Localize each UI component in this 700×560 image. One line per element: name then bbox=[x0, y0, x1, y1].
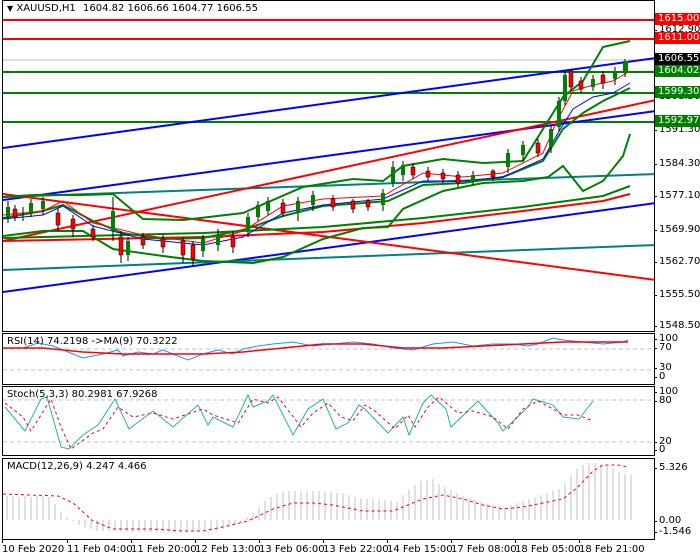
price-tick: 1555.50 bbox=[653, 289, 700, 300]
rsi-tick: 30 bbox=[654, 362, 672, 373]
stoch-plot bbox=[3, 393, 654, 450]
level-label-1604: 1604.02 bbox=[655, 65, 700, 77]
time-tick: 11 Feb 20:00 bbox=[131, 539, 197, 555]
time-tick: 18 Feb 21:00 bbox=[579, 539, 645, 555]
rsi-tick: 100 bbox=[653, 333, 678, 344]
macd-plot bbox=[3, 463, 632, 533]
stoch-pane[interactable]: Stoch(5,3,3) 80.2981 67.9268 bbox=[2, 386, 655, 456]
stoch-tick: 0 bbox=[653, 444, 665, 455]
price-tick: 1562.70 bbox=[653, 256, 700, 267]
time-tick: 13 Feb 06:00 bbox=[259, 539, 325, 555]
macd-pane[interactable]: MACD(12,26,9) 4.247 4.466 bbox=[2, 458, 655, 540]
level-label-1611: 1611.00 bbox=[655, 32, 700, 44]
price-axis: 1612.90 1598.50 1591.30 1584.30 1577.10 … bbox=[653, 0, 700, 332]
rsi-title: RSI(14) 74.2198 ->MA(9) 70.3222 bbox=[7, 336, 178, 347]
rsi-tick: 0 bbox=[653, 371, 665, 382]
price-tick: 1612.90 bbox=[653, 24, 700, 35]
triangle-down-icon[interactable]: ▼ bbox=[7, 4, 14, 13]
stoch-tick: 20 bbox=[654, 436, 672, 447]
time-tick: 11 Feb 04:00 bbox=[67, 539, 133, 555]
price-tick: 1569.90 bbox=[653, 224, 700, 235]
symbol-label: XAUUSD,H1 bbox=[16, 3, 76, 14]
stoch-tick: 100 bbox=[653, 386, 678, 397]
candles bbox=[6, 59, 628, 266]
time-tick: 18 Feb 05:00 bbox=[515, 539, 581, 555]
macd-signal-line bbox=[3, 464, 629, 532]
rsi-axis: 100 70 30 0 bbox=[653, 333, 700, 385]
price-tick: 1548.50 bbox=[653, 320, 700, 331]
price-tick: 1591.30 bbox=[653, 124, 700, 135]
rsi-tick: 70 bbox=[654, 342, 672, 353]
stoch-tick: 80 bbox=[654, 395, 672, 406]
level-label-1592: 1592.97 bbox=[655, 115, 700, 127]
rsi-pane[interactable]: RSI(14) 74.2198 ->MA(9) 70.3222 bbox=[2, 333, 655, 385]
level-label-1615: 1615.00 bbox=[655, 13, 700, 25]
time-tick: 14 Feb 15:00 bbox=[387, 539, 453, 555]
stoch-title: Stoch(5,3,3) 80.2981 67.9268 bbox=[7, 389, 158, 400]
time-tick: 13 Feb 22:00 bbox=[323, 539, 389, 555]
level-label-1599: 1599.30 bbox=[655, 86, 700, 98]
macd-axis: 5.326 0.00 -1.546 bbox=[653, 458, 700, 540]
macd-histogram bbox=[6, 463, 632, 533]
ohlc-label: 1604.82 1606.66 1604.77 1606.55 bbox=[82, 3, 258, 14]
price-tick: 1584.30 bbox=[653, 158, 700, 169]
price-tick: 1577.10 bbox=[653, 190, 700, 201]
time-tick: 10 Feb 2020 bbox=[2, 539, 65, 555]
macd-tick: 5.326 bbox=[654, 462, 688, 473]
time-tick: 17 Feb 08:00 bbox=[451, 539, 517, 555]
main-chart-pane[interactable]: ▼ XAUUSD,H1 1604.82 1606.66 1604.77 1606… bbox=[2, 0, 655, 332]
price-plot bbox=[3, 19, 654, 293]
chart-title: ▼ XAUUSD,H1 1604.82 1606.66 1604.77 1606… bbox=[7, 3, 258, 14]
macd-tick: -1.546 bbox=[653, 526, 691, 537]
macd-tick: 0.00 bbox=[653, 515, 681, 526]
rsi-plot bbox=[3, 337, 654, 371]
macd-title: MACD(12,26,9) 4.247 4.466 bbox=[7, 461, 147, 472]
current-price-label: 1606.55 bbox=[655, 53, 700, 65]
stoch-axis: 100 80 20 0 bbox=[653, 386, 700, 456]
time-axis: 10 Feb 2020 11 Feb 04:00 11 Feb 20:00 12… bbox=[0, 539, 700, 560]
time-tick: 12 Feb 13:00 bbox=[195, 539, 261, 555]
